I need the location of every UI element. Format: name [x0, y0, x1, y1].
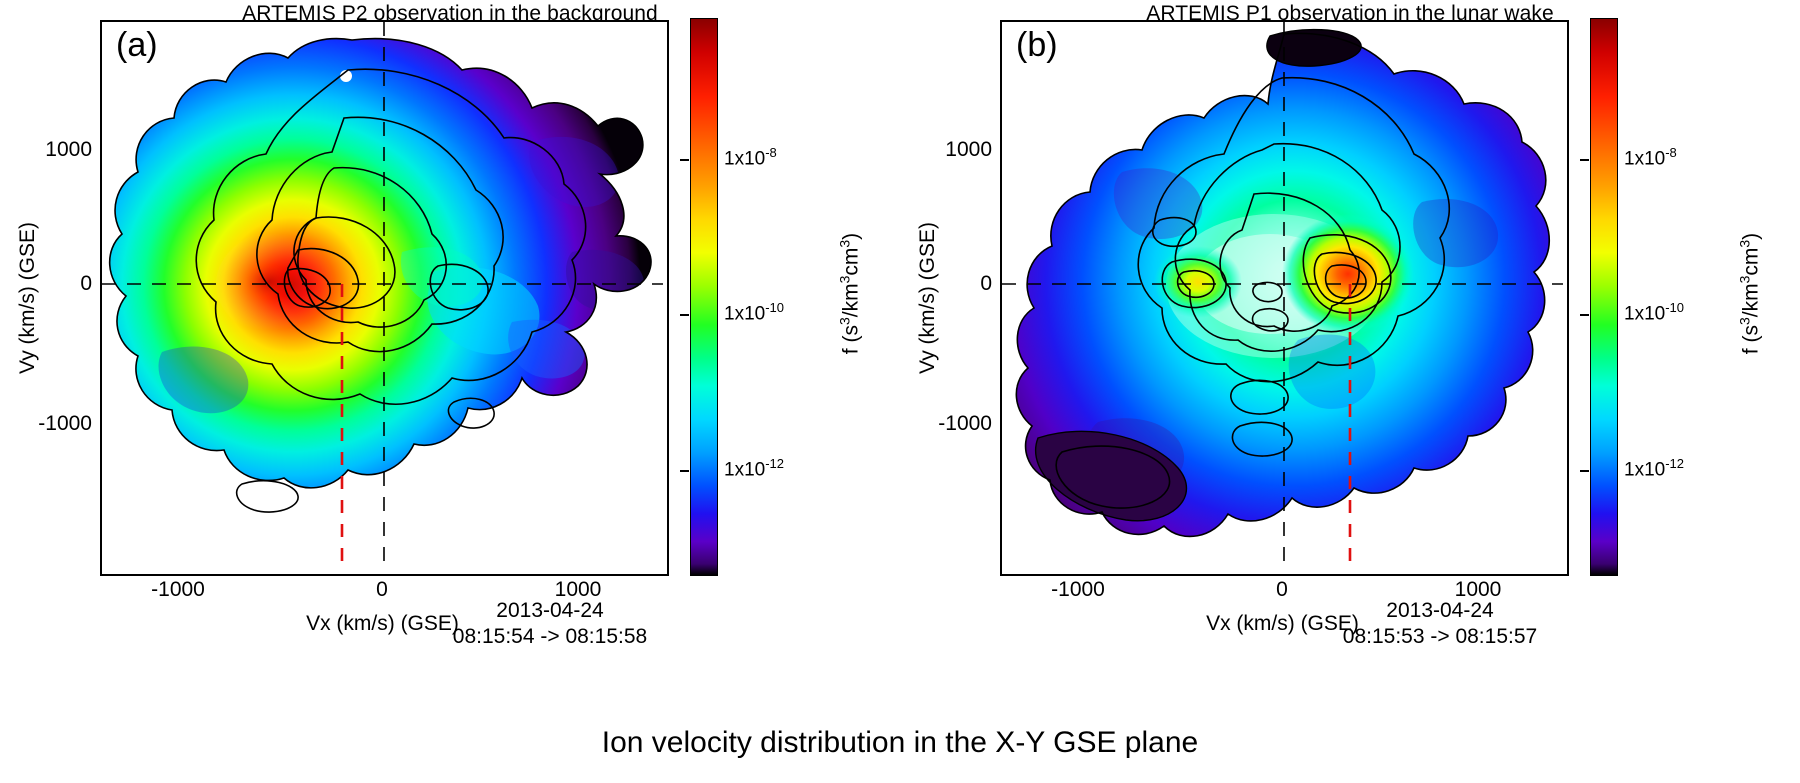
panel-a-colorbar-gradient	[690, 18, 718, 576]
panel-b-title: ARTEMIS P1 observation in the lunar wake	[1146, 2, 1554, 25]
panel-b-xtick-neg1000: -1000	[1051, 578, 1105, 601]
panel-b-plot-area	[1000, 20, 1569, 576]
panel-b-colorbar-title: f (s3/km3cm3)	[1736, 232, 1763, 355]
panel-b-colorbar-label-2: 1x10-10	[1624, 300, 1684, 325]
panel-a-contour-fill	[109, 38, 652, 488]
panel-a-colorbar-title: f (s3/km3cm3)	[836, 232, 863, 355]
panel-b-xtick-1000: 1000	[1454, 578, 1502, 601]
panel-b-xtick-0: 0	[1276, 578, 1288, 601]
panel-a-colorbar: 1x10-8 1x10-10 1x10-12 f (s3/km3cm3)	[680, 18, 890, 576]
panel-b-ytick-0: 0	[980, 272, 992, 295]
panel-a-distribution-plot	[102, 22, 663, 570]
panel-b-annotation-date: 2013-04-24	[1386, 599, 1494, 622]
panel-b-colorbar: 1x10-8 1x10-10 1x10-12 f (s3/km3cm3)	[1580, 18, 1790, 576]
panel-b-ytick-1000: 1000	[945, 138, 992, 161]
panel-b-distribution-plot	[1002, 22, 1563, 570]
panel-a-xtick-0: 0	[376, 578, 388, 601]
panel-b-contour-lines	[1015, 32, 1551, 538]
figure-caption: Ion velocity distribution in the X-Y GSE…	[601, 726, 1199, 759]
panel-b-xaxis-title: Vx (km/s) (GSE)	[1206, 612, 1359, 635]
panel-b-yaxis-title: Vy (km/s) (GSE)	[916, 221, 939, 375]
panel-a-label: (a)	[116, 26, 158, 64]
panel-a-colorbar-tick-1	[680, 159, 689, 161]
panel-a-annotation: 2013-04-24 08:15:54 -> 08:15:58	[420, 598, 680, 651]
panel-a-xtick-1000: 1000	[554, 578, 602, 601]
panel-a-plot-area	[100, 20, 669, 576]
panel-a-ytick-1000: 1000	[45, 138, 92, 161]
panel-b-colorbar-tick-2	[1580, 314, 1589, 316]
panel-b-colorbar-gradient	[1590, 18, 1618, 576]
panel-b-annotation: 2013-04-24 08:15:53 -> 08:15:57	[1310, 598, 1570, 651]
panel-b-colorbar-label-3: 1x10-12	[1624, 456, 1684, 481]
panel-a-colorbar-label-2: 1x10-10	[724, 300, 784, 325]
panel-b-colorbar-tick-3	[1580, 470, 1589, 472]
panel-a-xaxis-title: Vx (km/s) (GSE)	[306, 612, 459, 635]
panel-a-ytick-neg1000: -1000	[38, 412, 92, 435]
panel-b-colorbar-tick-1	[1580, 159, 1589, 161]
panel-b: ARTEMIS P1 observation in the lunar wake	[900, 0, 1800, 720]
panel-b-annotation-time: 08:15:53 -> 08:15:57	[1342, 625, 1538, 649]
panel-a-title: ARTEMIS P2 observation in the background	[242, 2, 658, 25]
panel-a: ARTEMIS P2 observation in the background	[0, 0, 900, 720]
panel-a-xtick-neg1000: -1000	[151, 578, 205, 601]
panel-b-ytick-neg1000: -1000	[938, 412, 992, 435]
panel-b-detached-lobe-lower-left	[1035, 430, 1188, 522]
panel-a-colorbar-tick-2	[680, 314, 689, 316]
panel-a-colorbar-tick-3	[680, 470, 689, 472]
panel-a-contour-lines	[108, 37, 652, 513]
panel-a-annotation-date: 2013-04-24	[496, 599, 604, 622]
panel-b-colorbar-label-1: 1x10-8	[1624, 145, 1677, 170]
panel-a-colorbar-label-1: 1x10-8	[724, 145, 777, 170]
panel-a-colorbar-label-3: 1x10-12	[724, 456, 784, 481]
panel-a-yaxis-title: Vy (km/s) (GSE)	[16, 221, 39, 375]
panel-b-label: (b)	[1016, 26, 1058, 64]
panel-a-annotation-time: 08:15:54 -> 08:15:58	[452, 625, 648, 649]
panel-a-ytick-0: 0	[80, 272, 92, 295]
